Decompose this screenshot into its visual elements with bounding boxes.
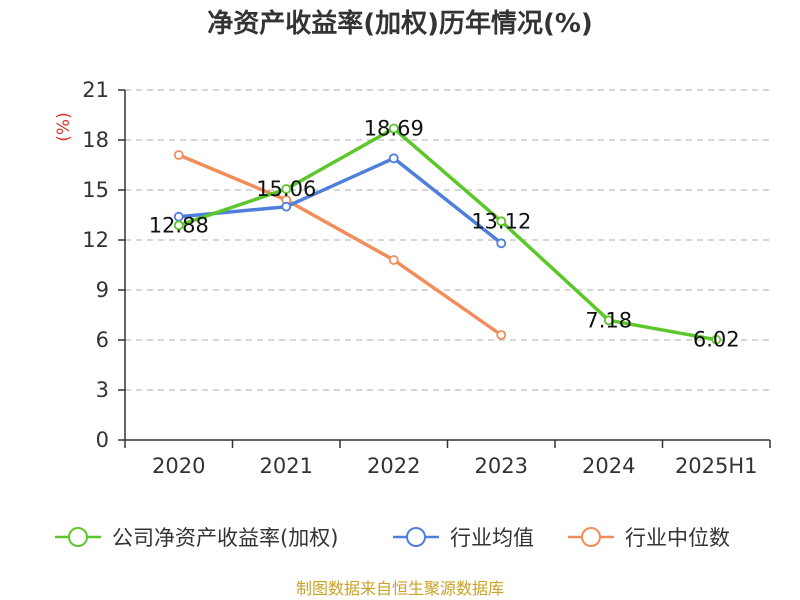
- y-tick-label: 12: [82, 228, 109, 252]
- data-point: [496, 330, 507, 340]
- y-tick-label: 18: [82, 128, 109, 152]
- series-line: [178, 153, 503, 337]
- legend-marker: [68, 527, 88, 547]
- axes: 0 3 6 9 12 15 18 21 2020 2021 2022 2023 2024 2025H1: [82, 78, 771, 478]
- y-tick-label: 3: [96, 378, 109, 402]
- data-point: [173, 220, 184, 231]
- data-point: [388, 153, 399, 164]
- data-label: 7.18: [585, 308, 632, 332]
- data-label: 6.02: [693, 328, 740, 352]
- x-tick-label: 2023: [475, 454, 528, 478]
- legend-item[interactable]: 行业中位数: [568, 526, 730, 550]
- legend-label: 行业中位数: [625, 526, 730, 550]
- y-tick-label: 15: [82, 178, 109, 202]
- legend[interactable]: 公司净资产收益率(加权) 行业均值 行业中位数: [55, 526, 730, 550]
- data-point: [388, 255, 399, 265]
- data-point: [173, 150, 184, 160]
- source-note: 制图数据来自恒生聚源数据库: [296, 579, 504, 598]
- x-tick-label: 2025H1: [675, 454, 758, 478]
- x-tick-label: 2024: [582, 454, 635, 478]
- data-point: [281, 201, 292, 212]
- chart-title: 净资产收益率(加权)历年情况(%): [207, 8, 593, 39]
- data-label: 12.88: [149, 213, 209, 237]
- data-point: [496, 238, 507, 249]
- series-group: [173, 123, 722, 345]
- data-point: [281, 184, 292, 194]
- data-point: [388, 123, 399, 134]
- legend-item[interactable]: 行业均值: [393, 526, 534, 550]
- y-tick-label: 6: [96, 328, 109, 352]
- data-point: [496, 216, 507, 227]
- y-tick-label: 9: [96, 278, 109, 302]
- data-label: 15.06: [256, 177, 316, 201]
- data-point: [711, 334, 722, 345]
- data-label: 18.69: [364, 117, 424, 141]
- legend-label: 公司净资产收益率(加权): [112, 526, 338, 550]
- legend-label: 行业均值: [450, 526, 534, 550]
- legend-item[interactable]: 公司净资产收益率(加权): [55, 526, 338, 550]
- legend-marker: [406, 527, 426, 547]
- x-tick-label: 2020: [152, 454, 205, 478]
- data-label: 13.12: [471, 209, 531, 233]
- grid-lines: [125, 89, 770, 391]
- legend-marker: [581, 527, 601, 547]
- series-line: [178, 156, 503, 245]
- series-line: [178, 126, 717, 342]
- y-tick-label: 21: [82, 78, 109, 102]
- x-tick-label: 2022: [367, 454, 420, 478]
- y-axis-unit-label: (%): [54, 112, 74, 141]
- data-point: [603, 315, 614, 326]
- data-labels: 12.88 15.06 18.69 13.12 7.18 6.02: [149, 117, 740, 352]
- x-tick-label: 2021: [260, 454, 313, 478]
- y-tick-label: 0: [96, 428, 109, 452]
